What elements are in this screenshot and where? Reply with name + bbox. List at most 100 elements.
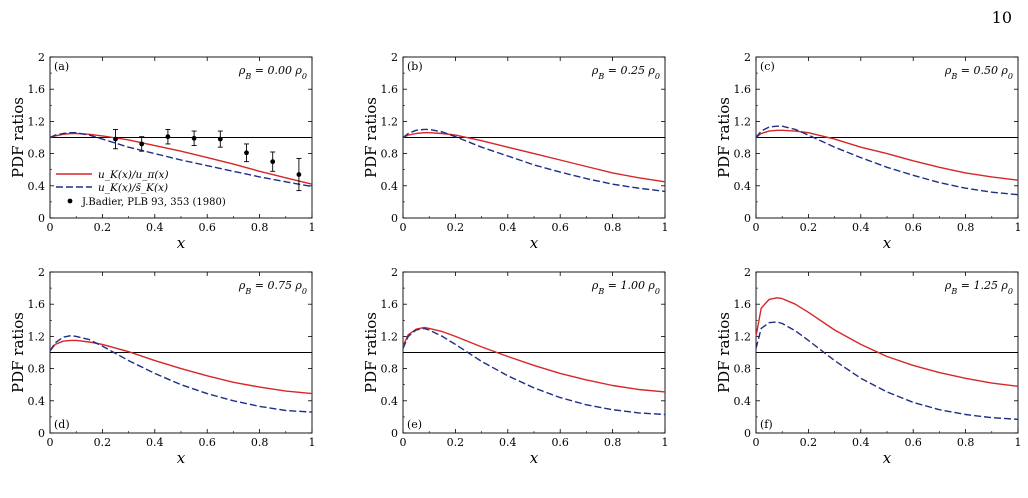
x-tick-label: 0.2 <box>447 221 465 234</box>
x-tick-label: 0 <box>47 221 54 234</box>
y-tick-label: 2 <box>744 266 751 279</box>
y-tick-label: 1.6 <box>381 83 399 96</box>
y-tick-label: 0.4 <box>28 395 46 408</box>
y-tick-label: 0.4 <box>28 180 46 193</box>
legend-label: u_K(x)/s̄_K(x) <box>98 182 168 194</box>
x-tick-label: 0.6 <box>551 436 569 449</box>
x-axis-label: x <box>177 449 186 467</box>
y-tick-label: 1.6 <box>734 298 752 311</box>
y-axis-label: PDF ratios <box>715 97 733 178</box>
data-point <box>296 172 302 177</box>
y-tick-label: 0.8 <box>28 363 46 376</box>
x-tick-label: 0.6 <box>198 436 216 449</box>
x-tick-label: 1 <box>1015 436 1022 449</box>
y-tick-label: 0 <box>391 427 398 440</box>
x-tick-label: 0.6 <box>904 436 922 449</box>
data-point <box>191 135 197 141</box>
y-axis-label: PDF ratios <box>715 312 733 393</box>
y-tick-label: 0.8 <box>734 148 752 161</box>
series-line-red <box>49 339 313 395</box>
y-tick-label: 0.8 <box>381 363 399 376</box>
data-point <box>139 141 145 147</box>
y-axis-label: PDF ratios <box>9 312 27 393</box>
x-tick-label: 0.4 <box>852 436 870 449</box>
x-tick-label: 1 <box>662 436 669 449</box>
x-tick-label: 0 <box>753 436 760 449</box>
y-tick-label: 0 <box>38 212 45 225</box>
y-tick-label: 0.8 <box>381 148 399 161</box>
panel-c: 0 0.2 0.4 0.6 0.8 1 0 0.4 0.8 1.2 1.6 2 x PDF ratios (… <box>715 51 1022 252</box>
y-tick-label: 0.4 <box>734 395 752 408</box>
panel-f: 0 0.2 0.4 0.6 0.8 1 0 0.4 0.8 1.2 1.6 2 x PDF ratios (… <box>715 266 1022 467</box>
x-axis-label: x <box>530 449 539 467</box>
legend-label: J.Badier, PLB 93, 353 (1980) <box>81 197 226 208</box>
series-line-blue-dashed <box>402 327 666 416</box>
y-tick-label: 2 <box>38 266 45 279</box>
x-tick-label: 0.4 <box>146 436 164 449</box>
y-axis-label: PDF ratios <box>9 97 27 178</box>
x-axis-label: x <box>177 234 186 252</box>
y-tick-label: 2 <box>391 266 398 279</box>
legend-swatch-data <box>67 198 73 204</box>
y-tick-label: 2 <box>38 51 45 64</box>
y-tick-label: 0 <box>744 427 751 440</box>
series-line-red <box>402 131 666 183</box>
panel-label: (f) <box>760 418 773 431</box>
density-annotation: ρB = 0.50 ρ0 <box>944 64 1013 81</box>
x-tick-label: 1 <box>1015 221 1022 234</box>
density-annotation: ρB = 0.00 ρ0 <box>238 64 307 81</box>
y-tick-label: 0.4 <box>734 180 752 193</box>
series-line-blue-dashed <box>49 131 313 188</box>
y-tick-label: 1.6 <box>734 83 752 96</box>
series-line-red <box>49 132 313 185</box>
x-tick-label: 0.4 <box>852 221 870 234</box>
density-annotation: ρB = 1.00 ρ0 <box>591 279 660 296</box>
y-tick-label: 1.6 <box>28 298 46 311</box>
panel-a: 0 0.2 0.4 0.6 0.8 1 0 0.4 0.8 1.2 1.6 2 x PDF ratios (… <box>9 51 316 252</box>
x-tick-label: 0.6 <box>198 221 216 234</box>
x-tick-label: 0 <box>400 436 407 449</box>
data-point <box>270 159 276 165</box>
y-tick-label: 0 <box>38 427 45 440</box>
y-tick-label: 0.8 <box>28 148 46 161</box>
y-tick-label: 0 <box>391 212 398 225</box>
x-tick-label: 0.8 <box>957 436 975 449</box>
series-line-blue-dashed <box>755 321 1019 420</box>
x-tick-label: 0.8 <box>251 221 269 234</box>
x-tick-label: 0.2 <box>800 436 818 449</box>
x-tick-label: 0.2 <box>447 436 465 449</box>
data-point <box>165 134 171 140</box>
series-line-red <box>755 297 1019 387</box>
x-tick-label: 1 <box>309 221 316 234</box>
y-tick-label: 1.2 <box>381 330 399 343</box>
y-tick-label: 0.8 <box>734 363 752 376</box>
y-axis-label: PDF ratios <box>362 97 380 178</box>
panel-e: 0 0.2 0.4 0.6 0.8 1 0 0.4 0.8 1.2 1.6 2 x PDF ratios (… <box>362 266 669 467</box>
y-tick-label: 0.4 <box>381 180 399 193</box>
legend-label: u_K(x)/u_π(x) <box>98 169 169 181</box>
panel-label: (a) <box>54 60 69 73</box>
series-line-blue-dashed <box>755 125 1019 196</box>
panel-b: 0 0.2 0.4 0.6 0.8 1 0 0.4 0.8 1.2 1.6 2 x PDF ratios (… <box>362 51 669 252</box>
density-annotation: ρB = 0.25 ρ0 <box>591 64 660 81</box>
x-tick-label: 0.8 <box>251 436 269 449</box>
y-tick-label: 1.2 <box>734 330 752 343</box>
density-annotation: ρB = 1.25 ρ0 <box>944 279 1013 296</box>
x-tick-label: 0.2 <box>800 221 818 234</box>
x-tick-label: 0.8 <box>957 221 975 234</box>
y-tick-label: 1.2 <box>734 115 752 128</box>
y-axis-label: PDF ratios <box>362 312 380 393</box>
page-number: 10 <box>991 8 1012 27</box>
x-tick-label: 0.6 <box>904 221 922 234</box>
data-point <box>244 150 249 156</box>
x-tick-label: 0.8 <box>604 436 622 449</box>
x-tick-label: 0 <box>47 436 54 449</box>
series-line-red <box>755 129 1019 181</box>
x-axis-label: x <box>883 449 892 467</box>
y-tick-label: 1.2 <box>28 115 46 128</box>
panel-d: 0 0.2 0.4 0.6 0.8 1 0 0.4 0.8 1.2 1.6 2 x PDF ratios (… <box>9 266 316 467</box>
panel-label: (d) <box>54 418 70 431</box>
x-tick-label: 0.4 <box>499 436 517 449</box>
x-tick-label: 0.6 <box>551 221 569 234</box>
y-tick-label: 1.6 <box>28 83 46 96</box>
